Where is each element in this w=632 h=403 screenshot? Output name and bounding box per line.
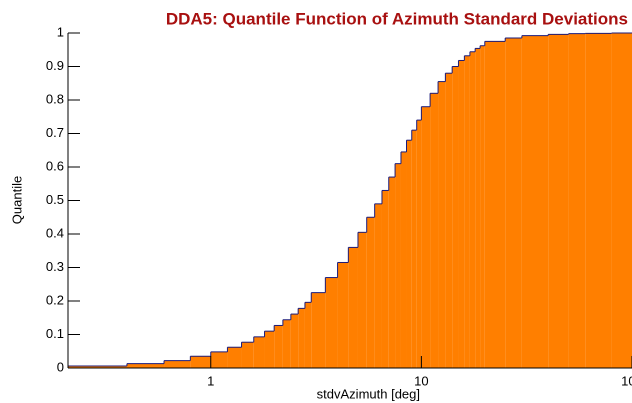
x-axis-label: stdvAzimuth [deg] — [317, 386, 420, 401]
bar — [458, 60, 465, 368]
bar — [337, 262, 349, 368]
bar — [452, 66, 459, 368]
bar — [253, 336, 265, 368]
y-axis-label: Quantile — [9, 176, 24, 224]
bar — [416, 120, 422, 368]
bar — [480, 45, 485, 368]
y-tick-label: 1 — [57, 24, 64, 39]
x-tick-label: 1 — [207, 373, 214, 388]
bar — [290, 314, 299, 368]
bar — [469, 51, 476, 368]
y-tick-label: 0.7 — [46, 125, 64, 140]
bar — [264, 331, 275, 368]
bar — [406, 140, 412, 368]
bar — [311, 292, 326, 368]
bar — [585, 33, 612, 368]
bar — [126, 363, 165, 368]
histogram — [68, 32, 632, 368]
y-tick-label: 0 — [57, 359, 64, 374]
bar — [388, 177, 396, 368]
bar — [227, 347, 242, 368]
y-tick-label: 0.8 — [46, 91, 64, 106]
bar — [568, 33, 586, 368]
bar — [325, 277, 338, 368]
bar — [374, 203, 382, 368]
bar — [421, 106, 431, 368]
bar — [304, 302, 312, 368]
bar — [445, 73, 453, 368]
bar — [348, 247, 358, 368]
y-tick-label: 0.9 — [46, 58, 64, 73]
y-tick-label: 0.3 — [46, 259, 64, 274]
bar — [548, 34, 569, 368]
y-tick-label: 0.2 — [46, 292, 64, 307]
bar — [68, 365, 127, 368]
bar — [430, 93, 439, 368]
bar — [190, 356, 211, 368]
bar — [366, 217, 375, 368]
y-tick-label: 0.6 — [46, 158, 64, 173]
bar — [611, 33, 632, 368]
bar — [241, 342, 254, 368]
bar — [438, 81, 446, 368]
bar — [282, 319, 291, 368]
bar — [357, 232, 367, 368]
y-tick-label: 0.5 — [46, 192, 64, 207]
bar — [381, 190, 389, 368]
bar — [411, 130, 417, 368]
bar — [164, 360, 191, 368]
bar — [484, 41, 506, 368]
y-tick-label: 0.1 — [46, 326, 64, 341]
y-tick-label: 0.4 — [46, 225, 64, 240]
bar — [274, 325, 283, 368]
x-tick-label: 100 — [621, 373, 632, 388]
bar — [400, 151, 407, 368]
x-tick-label: 10 — [414, 373, 428, 388]
bar — [210, 351, 228, 368]
bar — [298, 308, 305, 368]
bar — [475, 48, 481, 368]
bar — [464, 55, 470, 368]
bar — [521, 35, 549, 368]
bar — [395, 163, 401, 368]
chart-title: DDA5: Quantile Function of Azimuth Stand… — [166, 9, 628, 28]
bar — [505, 38, 522, 368]
